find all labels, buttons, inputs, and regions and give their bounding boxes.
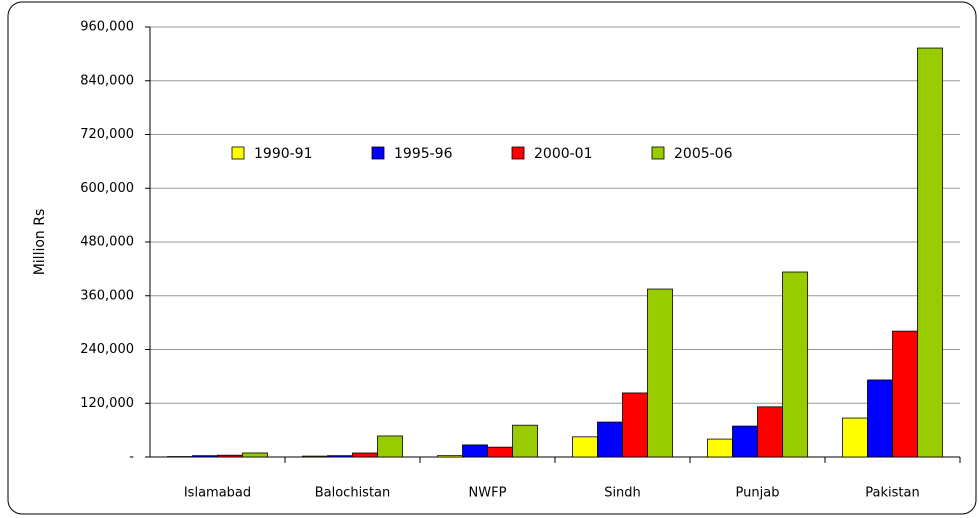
- chart-border: [7, 1, 977, 515]
- legend-label: 2000-01: [534, 146, 593, 162]
- x-tick-label: Balochistan: [315, 486, 391, 501]
- legend-label: 1990-91: [254, 146, 313, 162]
- bar: [217, 454, 243, 458]
- legend-swatch: [231, 146, 245, 160]
- y-tick-label: 840,000: [80, 73, 134, 88]
- y-tick-label: 720,000: [80, 127, 134, 142]
- bar: [842, 417, 868, 458]
- bar: [707, 438, 733, 458]
- y-tick-label: 360,000: [80, 288, 134, 303]
- legend-swatch: [651, 146, 665, 160]
- y-tick-label: 480,000: [80, 235, 134, 250]
- bar: [327, 455, 353, 458]
- bar: [487, 446, 513, 458]
- bar: [757, 406, 783, 458]
- x-tick-label: Pakistan: [865, 486, 919, 501]
- y-tick-label: 120,000: [80, 396, 134, 411]
- x-tick-label: Islamabad: [184, 486, 251, 501]
- x-tick-label: NWFP: [469, 486, 507, 501]
- x-tick-label: Punjab: [736, 486, 780, 501]
- bar: [242, 452, 268, 458]
- bar: [732, 425, 758, 458]
- bar: [892, 330, 918, 458]
- bar: [192, 455, 218, 458]
- bar: [647, 288, 673, 458]
- bar: [512, 424, 538, 458]
- bar: [377, 435, 403, 458]
- bar: [437, 455, 463, 458]
- legend-swatch: [371, 146, 385, 160]
- bar: [917, 47, 943, 458]
- bar: [597, 421, 623, 458]
- legend-label: 2005-06: [674, 146, 733, 162]
- bar: [352, 452, 378, 458]
- y-tick-label: 240,000: [80, 342, 134, 357]
- bar: [622, 392, 648, 458]
- y-tick-label: -: [129, 450, 134, 465]
- bar: [867, 379, 893, 458]
- y-tick-label: 960,000: [80, 20, 134, 35]
- legend-swatch: [511, 146, 525, 160]
- bar: [462, 444, 488, 458]
- y-axis-label: Million Rs: [32, 209, 48, 276]
- legend-label: 1995-96: [394, 146, 453, 162]
- bar: [572, 436, 598, 458]
- y-tick-label: 600,000: [80, 181, 134, 196]
- bar: [302, 455, 328, 458]
- x-tick-label: Sindh: [604, 486, 641, 501]
- bar: [782, 271, 808, 458]
